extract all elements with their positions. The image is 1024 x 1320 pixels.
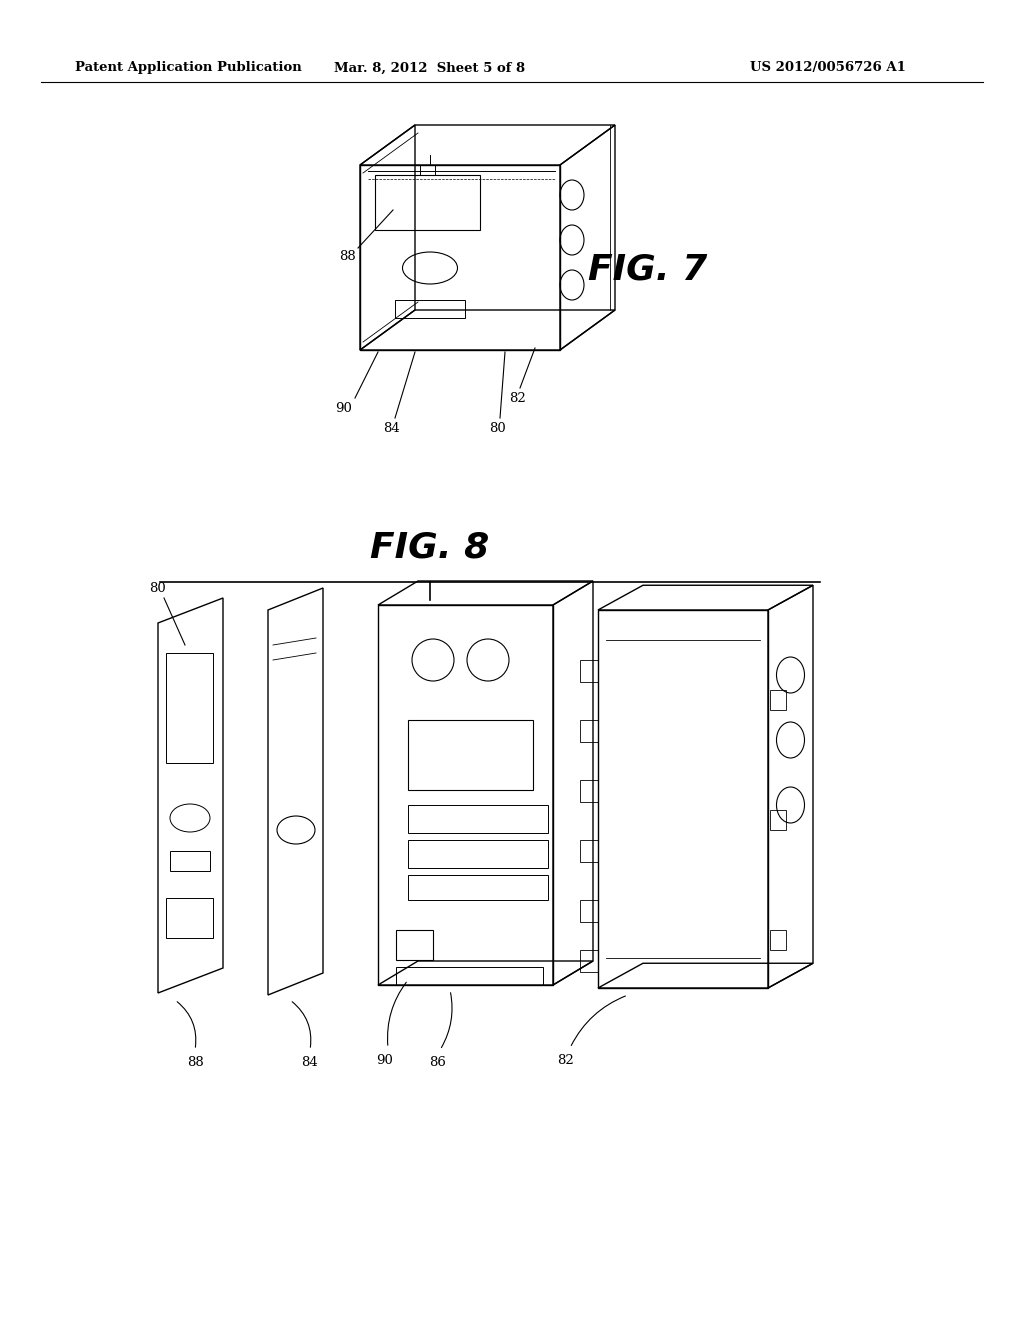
Text: 84: 84 <box>384 421 400 434</box>
Text: 88: 88 <box>186 1056 204 1068</box>
Text: FIG. 7: FIG. 7 <box>589 253 708 286</box>
Text: 82: 82 <box>557 1053 573 1067</box>
Text: Mar. 8, 2012  Sheet 5 of 8: Mar. 8, 2012 Sheet 5 of 8 <box>335 62 525 74</box>
Text: 80: 80 <box>489 421 507 434</box>
Text: 88: 88 <box>340 249 356 263</box>
Text: Patent Application Publication: Patent Application Publication <box>75 62 302 74</box>
Text: FIG. 8: FIG. 8 <box>371 531 489 565</box>
Text: 90: 90 <box>336 401 352 414</box>
Text: 82: 82 <box>509 392 525 404</box>
Text: 80: 80 <box>148 582 165 594</box>
Text: 90: 90 <box>377 1053 393 1067</box>
Text: US 2012/0056726 A1: US 2012/0056726 A1 <box>750 62 906 74</box>
Text: 86: 86 <box>429 1056 446 1068</box>
Text: 84: 84 <box>302 1056 318 1068</box>
